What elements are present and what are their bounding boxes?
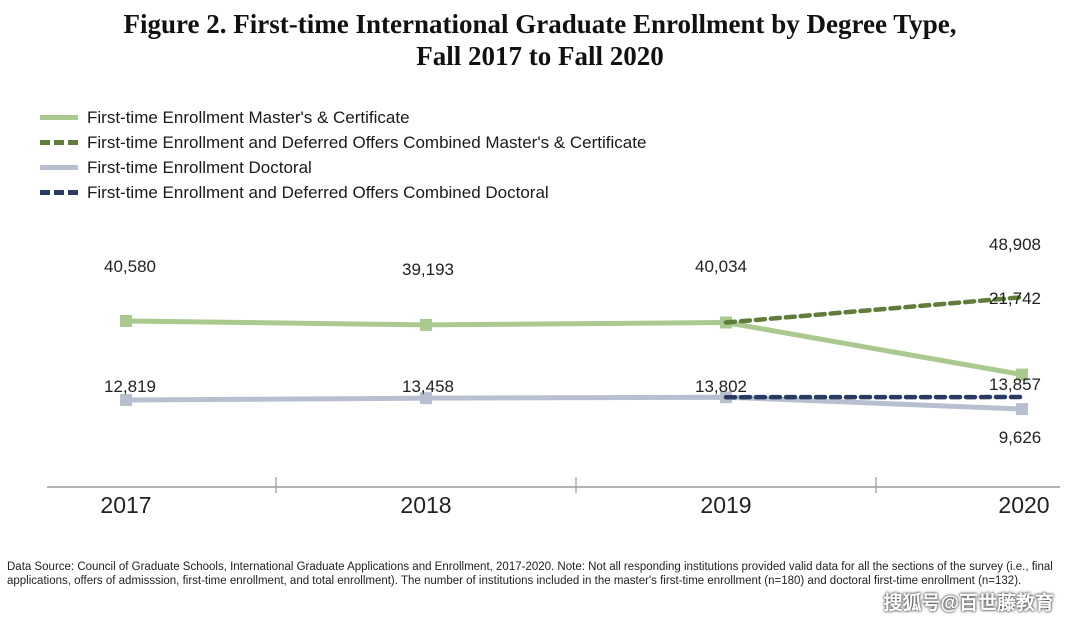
series-0-point-2018 (420, 318, 432, 331)
series-0-point-2017 (120, 314, 132, 327)
data-label-masters-2018: 39,193 (402, 260, 454, 279)
series-line-1 (723, 294, 1025, 325)
series-0-point-2020 (1016, 368, 1028, 381)
chart-title-line-1: Figure 2. First-time International Gradu… (123, 9, 957, 39)
legend-swatch-doctoral-combined (40, 190, 78, 195)
x-tick-label-2019: 2019 (700, 492, 751, 518)
series-line-2 (123, 394, 1025, 412)
x-tick-label-2018: 2018 (400, 492, 451, 518)
series-line-0 (123, 318, 1025, 378)
data-label-doctoral-2020: 9,626 (999, 428, 1042, 447)
data-label-masters-2019: 40,034 (695, 257, 747, 276)
x-tick-label-2020: 2020 (998, 492, 1049, 518)
legend: First-time Enrollment Master's & Certifi… (40, 105, 646, 205)
data-label-doctoral-2017: 12,819 (104, 377, 156, 396)
series-2-point-2017 (120, 393, 132, 406)
series-2-point-2020 (1016, 403, 1028, 416)
data-label-doctoral-2018: 13,458 (402, 377, 454, 396)
legend-label-masters-combined: First-time Enrollment and Deferred Offer… (87, 132, 647, 152)
line-chart: 2017 2018 2019 2020 40,580 39,193 40,034 21,742… (47, 235, 1060, 518)
watermark: 搜狐号@百世藤教育 (883, 593, 1054, 614)
legend-swatch-masters (40, 115, 78, 120)
data-label-doctoral-combined-2020: 13,857 (989, 375, 1041, 394)
legend-swatch-masters-combined (40, 140, 78, 145)
legend-item-doctoral: First-time Enrollment Doctoral (40, 155, 646, 180)
legend-swatch-doctoral (40, 165, 78, 170)
data-label-masters-2017: 40,580 (104, 257, 156, 276)
legend-label-doctoral-combined: First-time Enrollment and Deferred Offer… (87, 182, 549, 202)
series-2-point-2018 (420, 392, 432, 405)
legend-item-masters: First-time Enrollment Master's & Certifi… (40, 105, 646, 130)
x-tick-label-2017: 2017 (100, 492, 151, 518)
legend-label-masters: First-time Enrollment Master's & Certifi… (87, 107, 410, 127)
chart-title-line-2: Fall 2017 to Fall 2020 (416, 41, 664, 71)
data-source-footnote: Data Source: Council of Graduate Schools… (7, 561, 1053, 587)
legend-label-doctoral: First-time Enrollment Doctoral (87, 157, 312, 177)
data-label-masters-2020: 21,742 (989, 289, 1041, 308)
chart-title: Figure 2. First-time International Gradu… (0, 8, 1080, 72)
legend-item-doctoral-combined: First-time Enrollment and Deferred Offer… (40, 180, 646, 205)
data-label-doctoral-2019: 13,802 (695, 377, 747, 396)
data-label-masters-combined-2020: 48,908 (989, 235, 1041, 254)
legend-item-masters-combined: First-time Enrollment and Deferred Offer… (40, 130, 646, 155)
